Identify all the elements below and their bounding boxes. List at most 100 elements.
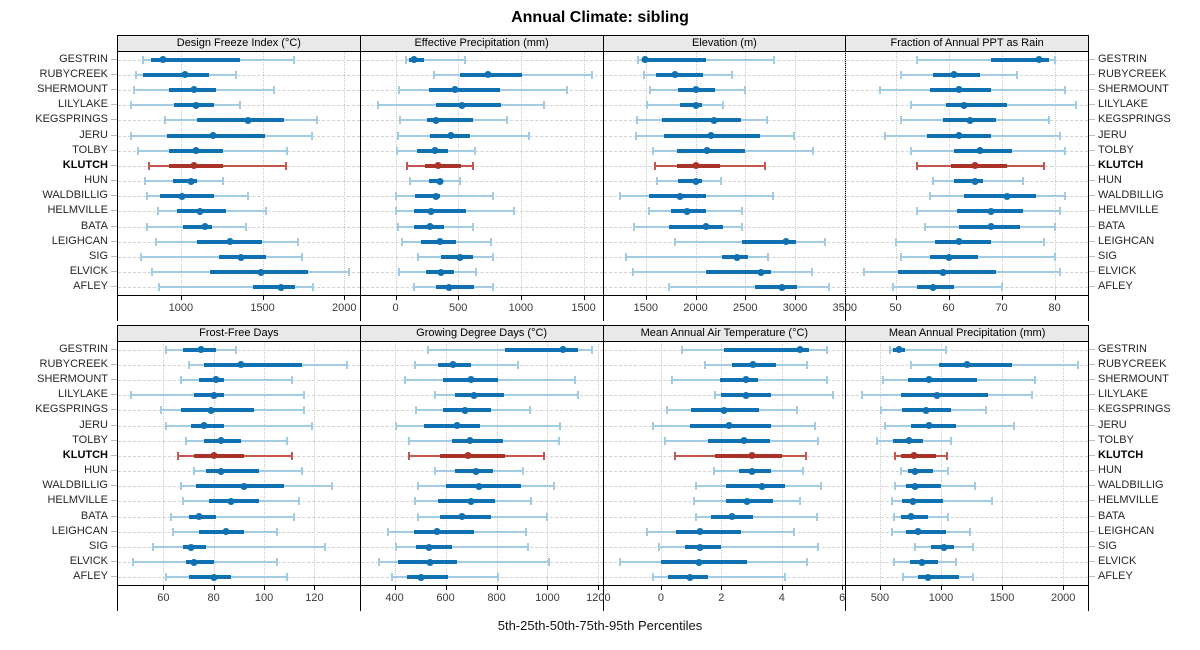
iqr-bar-25th-75th bbox=[725, 484, 785, 489]
whisker-cap-left bbox=[631, 268, 634, 277]
whisker-cap-right bbox=[814, 421, 817, 430]
whisker-cap-left bbox=[634, 131, 637, 140]
median-dot bbox=[933, 391, 941, 399]
panel-rows bbox=[360, 342, 603, 585]
iqr-bar-25th-75th bbox=[901, 499, 944, 504]
figure: GESTRIN RUBYCREEK SHERMOUNT LILYLAKE KEGSPRI… bbox=[0, 35, 1200, 611]
whisker-cap-left bbox=[665, 406, 668, 415]
median-dot bbox=[436, 238, 444, 246]
site-row-gestrin bbox=[603, 342, 846, 357]
whisker-cap-right bbox=[1031, 391, 1034, 400]
whisker-cap-left bbox=[378, 558, 381, 567]
iqr-bar-25th-75th bbox=[435, 285, 474, 290]
whisker-cap-right bbox=[527, 543, 530, 552]
iqr-bar-25th-75th bbox=[193, 453, 244, 458]
site-row-jeru bbox=[846, 128, 1088, 143]
median-dot bbox=[195, 513, 203, 521]
median-dot bbox=[217, 467, 225, 475]
site-label-right-helmville: HELMVILLE bbox=[1089, 493, 1200, 508]
x-tick-label: 2000 bbox=[683, 302, 708, 314]
whisker-cap-right bbox=[316, 116, 319, 125]
site-row-tolby bbox=[846, 143, 1088, 158]
site-labels-right-bottom: GESTRIN RUBYCREEK SHERMOUNT LILYLAKE KEGSPRI… bbox=[1089, 325, 1200, 611]
site-row-waldbillig bbox=[118, 189, 360, 204]
median-dot bbox=[484, 71, 492, 79]
vertical-gridline bbox=[395, 52, 397, 295]
median-dot bbox=[159, 56, 167, 64]
panel-strip-title: Growing Degree Days (°C) bbox=[360, 325, 603, 342]
median-dot bbox=[196, 207, 204, 215]
site-row-shermount bbox=[603, 82, 846, 97]
vertical-gridline bbox=[264, 342, 266, 585]
whisker-cap-right bbox=[991, 497, 994, 506]
whisker-cap-left bbox=[915, 161, 918, 170]
x-tick-label: 3000 bbox=[782, 302, 808, 314]
iqr-bar-25th-75th bbox=[451, 438, 503, 443]
median-dot bbox=[955, 238, 963, 246]
x-tick bbox=[458, 296, 460, 300]
site-row-bata bbox=[846, 509, 1088, 524]
vertical-gridline bbox=[781, 342, 783, 585]
panel-rows bbox=[846, 342, 1088, 585]
row-gridline bbox=[603, 181, 846, 183]
site-row-helmville bbox=[118, 494, 360, 509]
panel-design-freeze-index-c-: Design Freeze Index (°C) 1000 1500 2000 bbox=[118, 35, 361, 321]
site-label-right-elvick: ELVICK bbox=[1089, 554, 1200, 569]
iqr-bar-25th-75th bbox=[183, 224, 212, 229]
site-row-sig bbox=[603, 249, 846, 264]
iqr-bar-25th-75th bbox=[416, 545, 452, 550]
x-axis: 1500 2000 2500 3000 3500 bbox=[604, 296, 857, 321]
vertical-gridline bbox=[721, 342, 723, 585]
whisker-cap-right bbox=[1034, 375, 1037, 384]
x-tick-label: 1500 bbox=[571, 302, 596, 314]
panel-strip-title: Frost-Free Days bbox=[118, 325, 360, 342]
whisker-line-5th-95th bbox=[165, 424, 312, 427]
x-tick-label: 1500 bbox=[633, 302, 659, 314]
site-label-left-hun: HUN bbox=[0, 463, 117, 478]
site-label-right-lilylake: LILYLAKE bbox=[1089, 97, 1200, 112]
vertical-gridline bbox=[1002, 342, 1004, 585]
whisker-cap-left bbox=[133, 85, 136, 94]
whisker-cap-left bbox=[674, 237, 677, 246]
whisker-line-5th-95th bbox=[170, 515, 295, 518]
whisker-line-5th-95th bbox=[405, 58, 466, 61]
x-tick bbox=[395, 296, 397, 300]
site-row-helmville bbox=[846, 494, 1088, 509]
whisker-cap-left bbox=[163, 116, 166, 125]
site-label-right-helmville: HELMVILLE bbox=[1089, 203, 1200, 218]
whisker-cap-right bbox=[491, 283, 494, 292]
x-tick bbox=[842, 586, 844, 590]
site-row-bata bbox=[846, 219, 1088, 234]
site-row-lilylake bbox=[360, 98, 603, 113]
iqr-bar-25th-75th bbox=[680, 103, 703, 108]
iqr-bar-25th-75th bbox=[426, 118, 474, 123]
whisker-cap-right bbox=[824, 237, 827, 246]
median-dot bbox=[197, 346, 205, 354]
x-tick bbox=[163, 586, 165, 590]
median-dot bbox=[410, 56, 418, 64]
median-dot bbox=[181, 71, 189, 79]
whisker-cap-right bbox=[528, 131, 531, 140]
median-dot bbox=[987, 223, 995, 231]
median-dot bbox=[922, 406, 930, 414]
whisker-cap-left bbox=[129, 391, 132, 400]
site-row-afley bbox=[118, 570, 360, 585]
whisker-cap-left bbox=[434, 467, 437, 476]
whisker-cap-right bbox=[547, 558, 550, 567]
whisker-cap-left bbox=[413, 283, 416, 292]
site-label-right-kegsprings: KEGSPRINGS bbox=[1089, 112, 1200, 127]
site-row-kegsprings bbox=[846, 403, 1088, 418]
x-tick-label: 2000 bbox=[1050, 592, 1076, 604]
whisker-cap-left bbox=[179, 375, 182, 384]
x-tick bbox=[721, 586, 723, 590]
site-label-left-tolby: TOLBY bbox=[0, 432, 117, 447]
site-label-left-bata: BATA bbox=[0, 218, 117, 233]
whisker-cap-right bbox=[473, 146, 476, 155]
median-dot bbox=[757, 268, 765, 276]
site-row-klutch bbox=[118, 158, 360, 173]
median-dot bbox=[905, 437, 913, 445]
median-dot bbox=[692, 101, 700, 109]
median-dot bbox=[222, 528, 230, 536]
x-axis: 1000 1500 2000 bbox=[118, 296, 360, 321]
whisker-cap-left bbox=[883, 131, 886, 140]
